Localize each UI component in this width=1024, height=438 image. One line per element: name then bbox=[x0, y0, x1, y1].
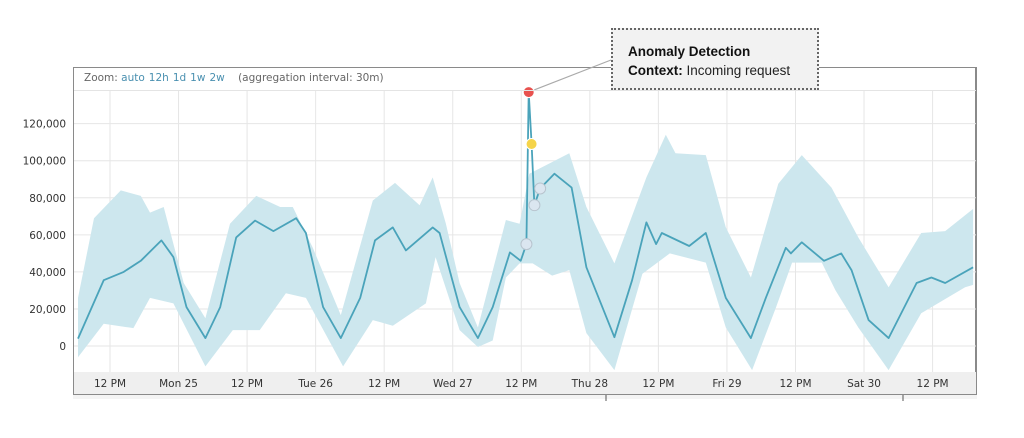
anomaly-annotation: Anomaly Detection Context: Incoming requ… bbox=[611, 28, 819, 90]
expected-range-band bbox=[78, 134, 974, 371]
anomaly-marker-medium[interactable] bbox=[525, 138, 538, 151]
y-tick-label: 60,000 bbox=[29, 230, 66, 242]
x-tick-label: 12 PM bbox=[505, 378, 537, 390]
y-tick-label: 40,000 bbox=[29, 267, 66, 279]
zoom-12h[interactable]: 12h bbox=[148, 72, 169, 84]
x-tick-label: Sat 30 bbox=[847, 378, 881, 390]
zoom-toolbar: Zoom: auto 12h 1d 1w 2w (aggregation interva… bbox=[84, 72, 384, 84]
navigator-strip[interactable] bbox=[73, 395, 977, 399]
x-axis-band bbox=[74, 372, 976, 394]
x-tick-label: Tue 26 bbox=[297, 378, 333, 390]
y-tick-label: 80,000 bbox=[29, 193, 66, 205]
x-tick-label: Thu 28 bbox=[571, 378, 608, 390]
y-tick-label: 20,000 bbox=[29, 304, 66, 316]
toolbar-divider bbox=[74, 90, 976, 91]
annotation-title: Anomaly Detection bbox=[628, 44, 751, 59]
anomaly-marker-high[interactable] bbox=[522, 86, 535, 99]
anomaly-marker-low[interactable] bbox=[528, 199, 541, 212]
x-tick-label: 12 PM bbox=[368, 378, 400, 390]
zoom-2w[interactable]: 2w bbox=[209, 72, 225, 84]
x-tick-label: Fri 29 bbox=[712, 378, 741, 390]
x-tick-label: 12 PM bbox=[642, 378, 674, 390]
zoom-label: Zoom: bbox=[84, 72, 118, 84]
aggregation-interval: (aggregation interval: 30m) bbox=[238, 72, 384, 84]
x-tick-label: 12 PM bbox=[94, 378, 126, 390]
anomaly-marker-low[interactable] bbox=[520, 238, 533, 251]
x-tick-label: Mon 25 bbox=[159, 378, 198, 390]
annotation-connector bbox=[528, 59, 612, 93]
x-tick-label: Wed 27 bbox=[433, 378, 473, 390]
x-tick-label: 12 PM bbox=[779, 378, 811, 390]
anomaly-marker-low[interactable] bbox=[534, 182, 547, 195]
x-tick-label: 12 PM bbox=[231, 378, 263, 390]
y-tick-label: 100,000 bbox=[23, 156, 66, 168]
y-tick-label: 0 bbox=[59, 341, 66, 353]
zoom-1w[interactable]: 1w bbox=[190, 72, 206, 84]
annotation-context-label: Context: bbox=[628, 63, 683, 78]
x-tick-label: 12 PM bbox=[917, 378, 949, 390]
annotation-context-value: Incoming request bbox=[686, 63, 791, 78]
zoom-auto[interactable]: auto bbox=[121, 72, 145, 84]
y-tick-label: 120,000 bbox=[23, 119, 66, 131]
zoom-1d[interactable]: 1d bbox=[172, 72, 187, 84]
